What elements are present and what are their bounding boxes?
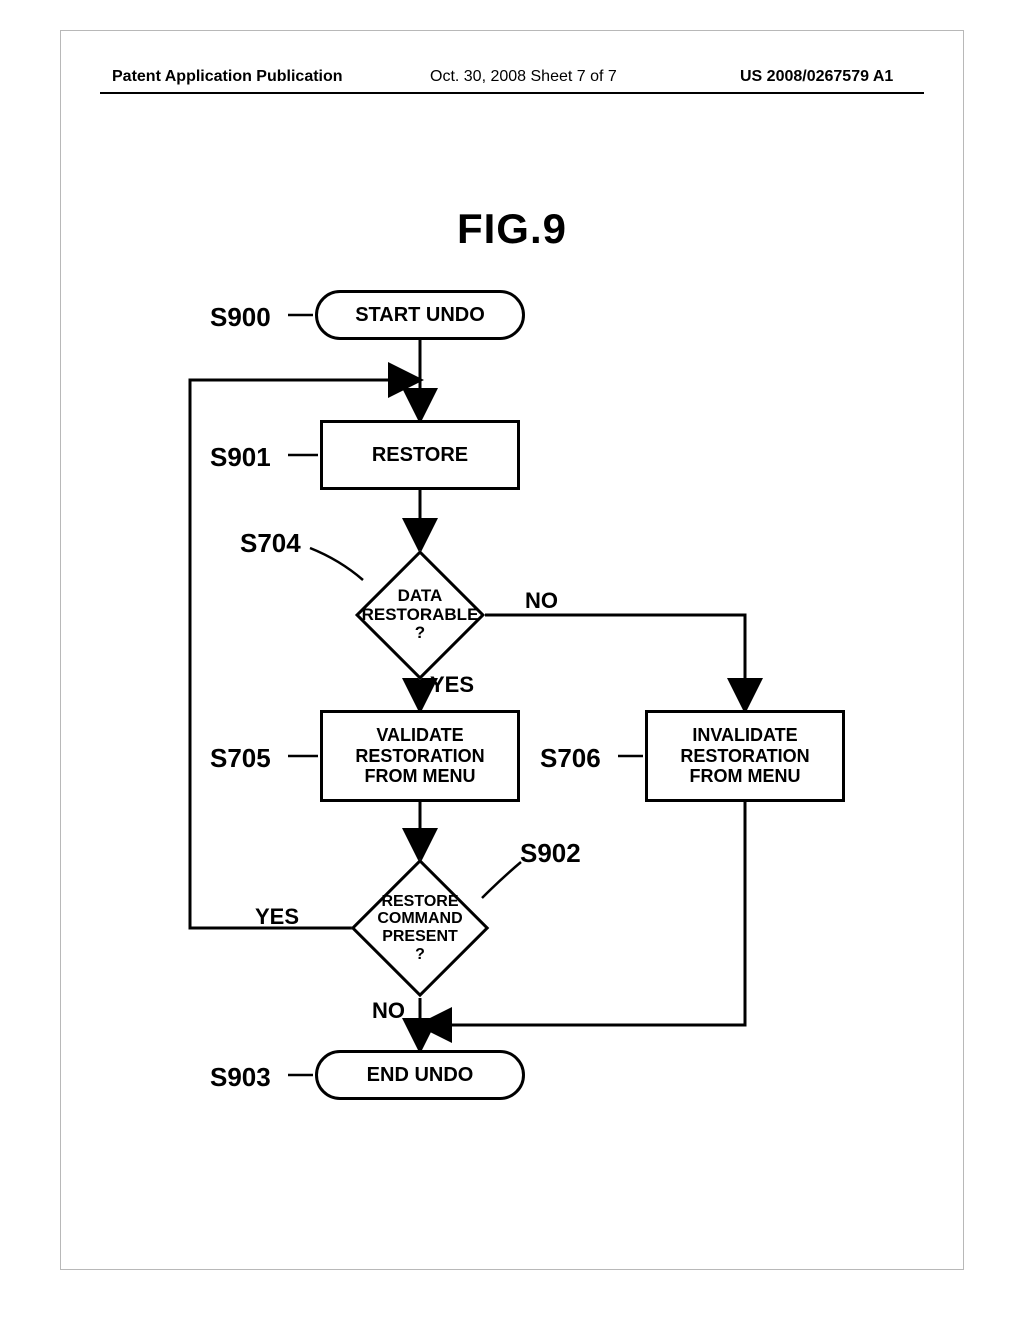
figure-title: FIG.9: [0, 205, 1024, 253]
label-s706: S706: [540, 743, 601, 774]
node-text: END UNDO: [367, 1064, 474, 1087]
header-mid: Oct. 30, 2008 Sheet 7 of 7: [430, 68, 617, 86]
label-s903: S903: [210, 1062, 271, 1093]
node-restore: RESTORE: [320, 420, 520, 490]
node-data-restorable: DATA RESTORABLE ?: [355, 550, 485, 680]
node-invalidate-restoration: INVALIDATE RESTORATION FROM MENU: [645, 710, 845, 802]
header-right: US 2008/0267579 A1: [740, 68, 893, 86]
node-text: VALIDATE RESTORATION FROM MENU: [355, 725, 484, 787]
node-end-undo: END UNDO: [315, 1050, 525, 1100]
label-s900: S900: [210, 302, 271, 333]
node-text: START UNDO: [355, 304, 485, 327]
node-start-undo: START UNDO: [315, 290, 525, 340]
node-text: RESTORE: [372, 444, 468, 467]
label-s901: S901: [210, 442, 271, 473]
label-s902: S902: [520, 838, 581, 869]
header-left: Patent Application Publication: [112, 68, 343, 86]
edge-d1-no: NO: [525, 588, 558, 614]
flow-arrows: [130, 280, 910, 1130]
edge-d2-yes: YES: [255, 904, 299, 930]
label-s704: S704: [240, 528, 301, 559]
flowchart-canvas: START UNDO S900 RESTORE S901 DATA RESTOR…: [130, 280, 910, 1130]
edge-d2-no: NO: [372, 998, 405, 1024]
edge-d1-yes: YES: [430, 672, 474, 698]
node-validate-restoration: VALIDATE RESTORATION FROM MENU: [320, 710, 520, 802]
label-s705: S705: [210, 743, 271, 774]
header-rule: [100, 92, 924, 94]
node-text: INVALIDATE RESTORATION FROM MENU: [680, 725, 809, 787]
node-restore-command-present: RESTORE COMMAND PRESENT ?: [352, 860, 488, 996]
